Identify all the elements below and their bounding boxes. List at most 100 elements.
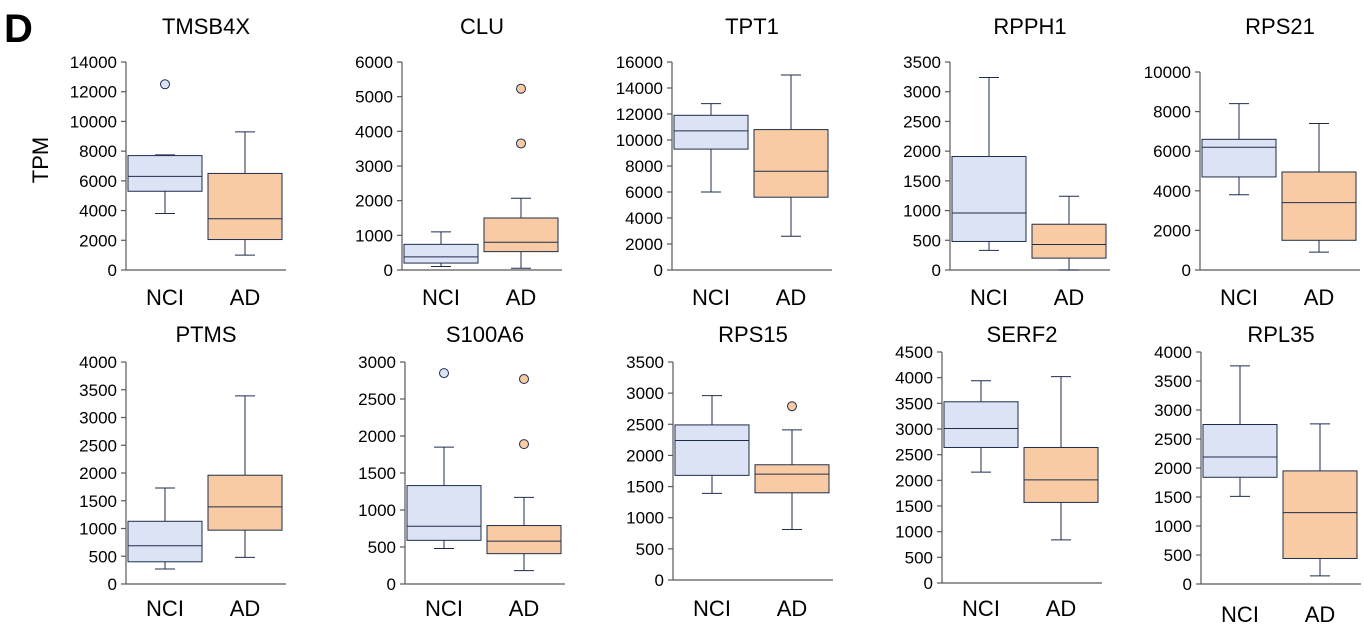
- nci-box: [1202, 424, 1278, 478]
- chart-title: RPL35: [1247, 322, 1314, 347]
- y-tick-label: 3000: [79, 409, 117, 428]
- y-tick-label: 4500: [895, 343, 933, 362]
- y-tick-label: 500: [89, 547, 117, 566]
- y-tick-label: 4000: [625, 209, 663, 228]
- x-category-label: AD: [776, 285, 807, 310]
- y-tick-label: 8000: [625, 157, 663, 176]
- nci-box: [673, 114, 749, 150]
- chart-title: TMSB4X: [162, 14, 250, 39]
- ad-outlier-point: [519, 374, 529, 385]
- ad-box: [1023, 446, 1099, 503]
- x-category-label: AD: [1046, 596, 1077, 621]
- y-tick-label: 2000: [1153, 221, 1191, 240]
- panel-letter: D: [4, 7, 33, 51]
- chart-title: CLU: [460, 14, 504, 39]
- y-axis-label: TPM: [28, 137, 53, 183]
- y-tick-label: 14000: [70, 53, 117, 72]
- y-tick-label: 0: [924, 574, 933, 593]
- box-plot-tmsb4x: TMSB4X 0 2000 4000 6000 8000 10000 12000 14000 NC…: [70, 14, 286, 310]
- y-tick-label: 1500: [358, 464, 396, 483]
- y-tick-label: 3500: [903, 53, 941, 72]
- box-plot-panels: TMSB4X02000400060008000100001200014000NC…: [70, 14, 1361, 626]
- ad-outlier-point: [516, 83, 526, 94]
- y-tick-label: 4000: [1154, 343, 1192, 362]
- y-tick-label: 500: [1164, 546, 1192, 565]
- y-tick-label: 4000: [355, 122, 393, 141]
- nci-outlier-point: [439, 368, 449, 379]
- x-category-label: AD: [506, 285, 537, 310]
- ad-box: [1281, 171, 1357, 241]
- y-tick-label: 3000: [358, 353, 396, 372]
- y-tick-label: 4000: [79, 353, 117, 372]
- y-tick-label: 0: [108, 261, 117, 280]
- nci-box: [1201, 138, 1277, 178]
- y-tick-label: 1000: [903, 202, 941, 221]
- y-tick-label: 0: [654, 261, 663, 280]
- y-tick-label: 12000: [616, 105, 663, 124]
- nci-box: [406, 485, 482, 541]
- x-category-label: NCI: [1220, 285, 1258, 310]
- y-tick-label: 2500: [79, 436, 117, 455]
- y-tick-label: 3500: [895, 394, 933, 413]
- y-tick-label: 2500: [903, 112, 941, 131]
- nci-box: [951, 155, 1027, 242]
- y-tick-label: 3500: [626, 353, 664, 372]
- x-category-label: AD: [1304, 285, 1335, 310]
- ad-box: [486, 525, 562, 555]
- chart-title: RPS21: [1245, 14, 1315, 39]
- y-tick-label: 2500: [1154, 430, 1192, 449]
- y-tick-label: 500: [368, 538, 396, 557]
- box-plot-rpl35: RPL35 0 500 1000 1500 2000 2500 3000 3500 4000 NCI…: [1154, 322, 1361, 626]
- box-plot-rpph1: RPPH1 0 500 1000 1500 2000 2500 3000 3500 NCI AD: [903, 14, 1110, 310]
- x-category-label: AD: [230, 285, 261, 310]
- y-tick-label: 14000: [616, 79, 663, 98]
- y-tick-label: 6000: [79, 172, 117, 191]
- chart-title: TPT1: [725, 14, 779, 39]
- box-plot-rps21: RPS21 0 2000 4000 6000 8000 10000 NCI AD: [1144, 14, 1360, 310]
- y-tick-label: 2000: [903, 142, 941, 161]
- y-tick-label: 0: [387, 575, 396, 594]
- x-category-label: AD: [509, 596, 540, 621]
- x-category-label: NCI: [692, 285, 730, 310]
- x-category-label: AD: [1054, 285, 1085, 310]
- box-plot-clu: CLU 0 1000 2000 3000 4000 5000 6000 NCI AD: [355, 14, 562, 310]
- y-tick-label: 10000: [1144, 63, 1191, 82]
- y-tick-label: 1000: [358, 501, 396, 520]
- x-category-label: AD: [777, 596, 808, 621]
- ad-box: [753, 129, 829, 198]
- x-category-label: NCI: [962, 596, 1000, 621]
- box-plot-serf2: SERF2 0 500 1000 1500 2000 2500 3000 3500 4000 450…: [895, 322, 1102, 621]
- chart-title: S100A6: [446, 322, 524, 347]
- y-tick-label: 3000: [1154, 401, 1192, 420]
- nci-box: [674, 424, 750, 476]
- y-tick-label: 1500: [1154, 488, 1192, 507]
- y-tick-label: 2000: [355, 192, 393, 211]
- y-tick-label: 2000: [358, 427, 396, 446]
- chart-title: RPS15: [718, 322, 788, 347]
- y-tick-label: 1000: [355, 226, 393, 245]
- chart-title: PTMS: [175, 322, 236, 347]
- y-tick-label: 1000: [1154, 517, 1192, 536]
- y-tick-label: 2000: [895, 471, 933, 490]
- x-category-label: AD: [1305, 602, 1336, 626]
- y-tick-label: 2000: [1154, 459, 1192, 478]
- y-tick-label: 10000: [70, 112, 117, 131]
- x-category-label: NCI: [146, 285, 184, 310]
- y-tick-label: 2500: [895, 446, 933, 465]
- y-tick-label: 2000: [79, 464, 117, 483]
- y-tick-label: 6000: [625, 183, 663, 202]
- x-category-label: NCI: [422, 285, 460, 310]
- nci-box: [127, 155, 203, 192]
- y-tick-label: 8000: [1153, 103, 1191, 122]
- ad-box: [754, 464, 830, 494]
- y-tick-label: 0: [384, 261, 393, 280]
- y-tick-label: 1000: [626, 509, 664, 528]
- y-tick-label: 0: [1182, 261, 1191, 280]
- y-tick-label: 2000: [79, 231, 117, 250]
- y-tick-label: 6000: [355, 53, 393, 72]
- y-tick-label: 10000: [616, 131, 663, 150]
- y-tick-label: 3500: [79, 381, 117, 400]
- y-tick-label: 2000: [626, 446, 664, 465]
- y-tick-label: 2500: [358, 390, 396, 409]
